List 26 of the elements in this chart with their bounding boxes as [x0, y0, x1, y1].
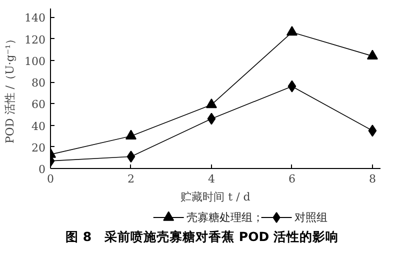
x-tick-label: 2	[127, 172, 134, 186]
x-tick-label: 8	[368, 172, 376, 186]
y-tick-label: 0	[38, 163, 46, 176]
y-axis-title: POD 活性 /（U·g⁻¹）	[4, 34, 17, 144]
legend-label: 壳寡糖处理组；	[186, 211, 264, 224]
x-tick-label: 4	[208, 172, 215, 186]
legend-label: 对照组	[294, 211, 328, 224]
point	[366, 50, 378, 60]
y-tick-label: 120	[24, 33, 46, 46]
text: 图 8 采前喷施壳寡糖对香蕉 POD 活性的影响	[66, 228, 338, 246]
x-tick-label: 0	[47, 172, 54, 186]
y-tick-label: 80	[32, 76, 46, 90]
y-tick-label: 40	[32, 120, 46, 133]
point	[207, 112, 216, 125]
point	[368, 124, 377, 137]
point	[206, 98, 217, 108]
y-tick-label: 100	[24, 54, 46, 68]
point	[288, 80, 296, 92]
point	[126, 150, 136, 163]
y-tick-label: 140	[24, 12, 46, 25]
point	[286, 26, 298, 36]
point	[125, 130, 136, 140]
x-tick-label: 6	[288, 172, 296, 186]
x-axis-title: 贮藏时间 t / d	[180, 190, 250, 204]
y-tick-label: 60	[32, 98, 46, 112]
y-tick-label: 20	[32, 141, 46, 154]
